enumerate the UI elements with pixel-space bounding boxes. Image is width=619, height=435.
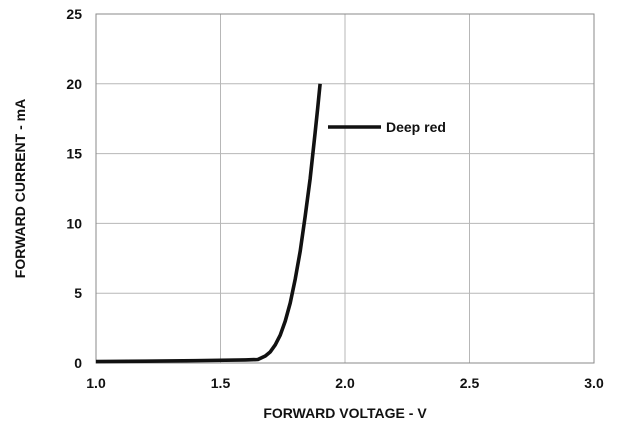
x-tick-label: 3.0 [584,375,604,391]
series-lines [95,83,322,364]
legend-label: Deep red [386,119,446,135]
x-tick-label: 1.0 [86,375,106,391]
y-tick-label: 20 [66,76,82,92]
y-tick-label: 25 [66,6,82,22]
y-tick-label: 10 [66,215,82,231]
y-tick-label: 5 [74,285,82,301]
y-tick-label: 15 [66,146,82,162]
x-tick-label: 2.0 [335,375,355,391]
grid-lines [95,13,595,364]
y-axis-title: FORWARD CURRENT - mA [12,99,28,278]
series-line-deep-red [95,83,322,364]
x-tick-label: 2.5 [460,375,480,391]
x-axis-ticks: 1.0 1.5 2.0 2.5 3.0 [86,375,604,391]
legend: Deep red [328,119,446,135]
x-axis-title: FORWARD VOLTAGE - V [263,405,427,421]
x-tick-label: 1.5 [211,375,231,391]
y-tick-label: 0 [74,355,82,371]
plot-area-frame [95,13,595,364]
y-axis-ticks: 0 5 10 15 20 25 [66,6,82,371]
